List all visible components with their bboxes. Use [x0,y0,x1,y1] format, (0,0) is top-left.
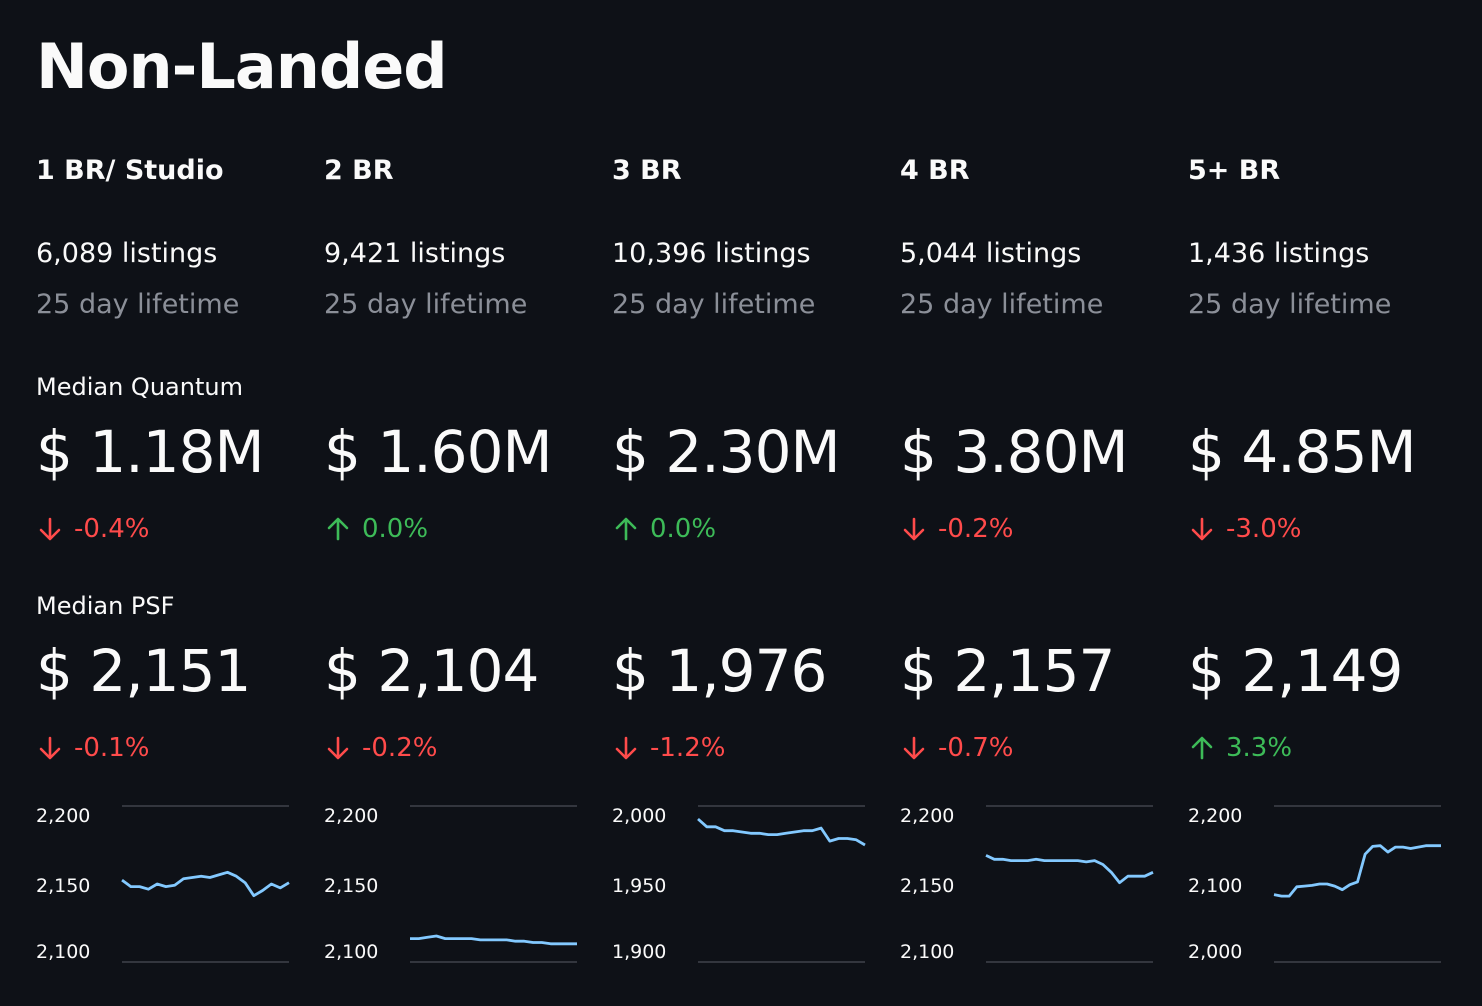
arrow-down-icon [615,736,637,760]
delta-text: -0.7% [938,733,1014,763]
psf-sparkline-chart: 2,000 1,950 1,900 [612,805,866,963]
arrow-down-icon [903,517,925,541]
listings-count: 9,421 listings [324,238,506,269]
y-tick-label: 2,200 [36,805,90,827]
median-psf-delta: -1.2% [612,733,725,763]
arrow-up-icon [615,517,637,541]
arrow-down-icon [903,736,925,760]
listings-count: 6,089 listings [36,238,218,269]
median-quantum-label: Median Quantum [36,373,243,401]
metric-column: 2 BR 9,421 listings 25 day lifetime $ 1.… [324,0,594,1006]
median-quantum-delta: -0.4% [36,514,149,544]
arrow-down-icon [1191,517,1213,541]
y-tick-label: 2,200 [1188,805,1242,827]
delta-text: -0.2% [362,733,438,763]
category-label: 3 BR [612,155,682,186]
y-tick-label: 2,200 [900,805,954,827]
median-psf-delta: -0.1% [36,733,149,763]
page-title: Non-Landed [36,30,448,103]
arrow-up-icon [1191,736,1213,760]
psf-sparkline-chart: 2,200 2,150 2,100 [900,805,1154,963]
psf-trend-line [410,934,577,946]
delta-text: 3.3% [1226,733,1293,763]
median-quantum-value: $ 1.60M [324,418,553,486]
delta-text: -1.2% [650,733,726,763]
median-quantum-delta: 0.0% [612,514,716,544]
median-quantum-value: $ 3.80M [900,418,1129,486]
listings-count: 1,436 listings [1188,238,1370,269]
arrow-up-icon [327,517,349,541]
delta-text: -0.1% [74,733,150,763]
median-psf-delta: -0.2% [324,733,437,763]
listings-count: 10,396 listings [612,238,811,269]
category-label: 5+ BR [1188,155,1281,186]
arrow-down-icon [39,736,61,760]
y-tick-label: 2,100 [900,941,954,963]
psf-sparkline-chart: 2,200 2,150 2,100 [36,805,290,963]
median-quantum-delta: -0.2% [900,514,1013,544]
median-psf-delta: 3.3% [1188,733,1292,763]
median-psf-label: Median PSF [36,592,175,620]
median-psf-value: $ 2,104 [324,637,539,705]
delta-text: 0.0% [362,514,429,544]
y-tick-label: 2,150 [324,875,378,897]
y-tick-label: 2,000 [612,805,666,827]
y-tick-label: 2,000 [1188,941,1242,963]
psf-sparkline-chart: 2,200 2,150 2,100 [324,805,577,963]
y-tick-label: 2,200 [324,805,378,827]
y-tick-label: 2,150 [900,875,954,897]
arrow-down-icon [39,517,61,541]
psf-sparkline-chart: 2,200 2,100 2,000 [1188,805,1441,963]
median-quantum-value: $ 2.30M [612,418,841,486]
listing-lifetime: 25 day lifetime [324,289,528,320]
median-quantum-delta: -3.0% [1188,514,1301,544]
arrow-down-icon [327,736,349,760]
median-quantum-value: $ 1.18M [36,418,265,486]
y-tick-label: 2,100 [324,941,378,963]
median-psf-value: $ 2,149 [1188,637,1403,705]
metric-column: 5+ BR 1,436 listings 25 day lifetime $ 4… [1188,0,1458,1006]
metric-column: 3 BR 10,396 listings 25 day lifetime $ 2… [612,0,882,1006]
y-tick-label: 1,950 [612,875,666,897]
listing-lifetime: 25 day lifetime [900,289,1104,320]
delta-text: 0.0% [650,514,717,544]
psf-trend-line [1273,844,1441,898]
median-quantum-value: $ 4.85M [1188,418,1417,486]
category-label: 1 BR/ Studio [36,155,224,186]
listings-count: 5,044 listings [900,238,1082,269]
delta-text: -3.0% [1226,514,1302,544]
category-label: 4 BR [900,155,970,186]
median-psf-delta: -0.7% [900,733,1013,763]
category-label: 2 BR [324,155,394,186]
y-tick-label: 2,100 [36,941,90,963]
median-psf-value: $ 2,151 [36,637,251,705]
psf-trend-line [985,854,1154,885]
metric-column: 1 BR/ Studio 6,089 listings 25 day lifet… [36,0,306,1006]
median-quantum-delta: 0.0% [324,514,428,544]
metric-column: 4 BR 5,044 listings 25 day lifetime $ 3.… [900,0,1170,1006]
delta-text: -0.2% [938,514,1014,544]
y-tick-label: 2,150 [36,875,90,897]
listing-lifetime: 25 day lifetime [36,289,240,320]
y-tick-label: 2,100 [1188,875,1242,897]
y-tick-label: 1,900 [612,941,666,963]
delta-text: -0.4% [74,514,150,544]
listing-lifetime: 25 day lifetime [612,289,816,320]
median-psf-value: $ 2,157 [900,637,1115,705]
psf-trend-line [121,870,290,898]
listing-lifetime: 25 day lifetime [1188,289,1392,320]
psf-trend-line [697,817,866,847]
median-psf-value: $ 1,976 [612,637,827,705]
